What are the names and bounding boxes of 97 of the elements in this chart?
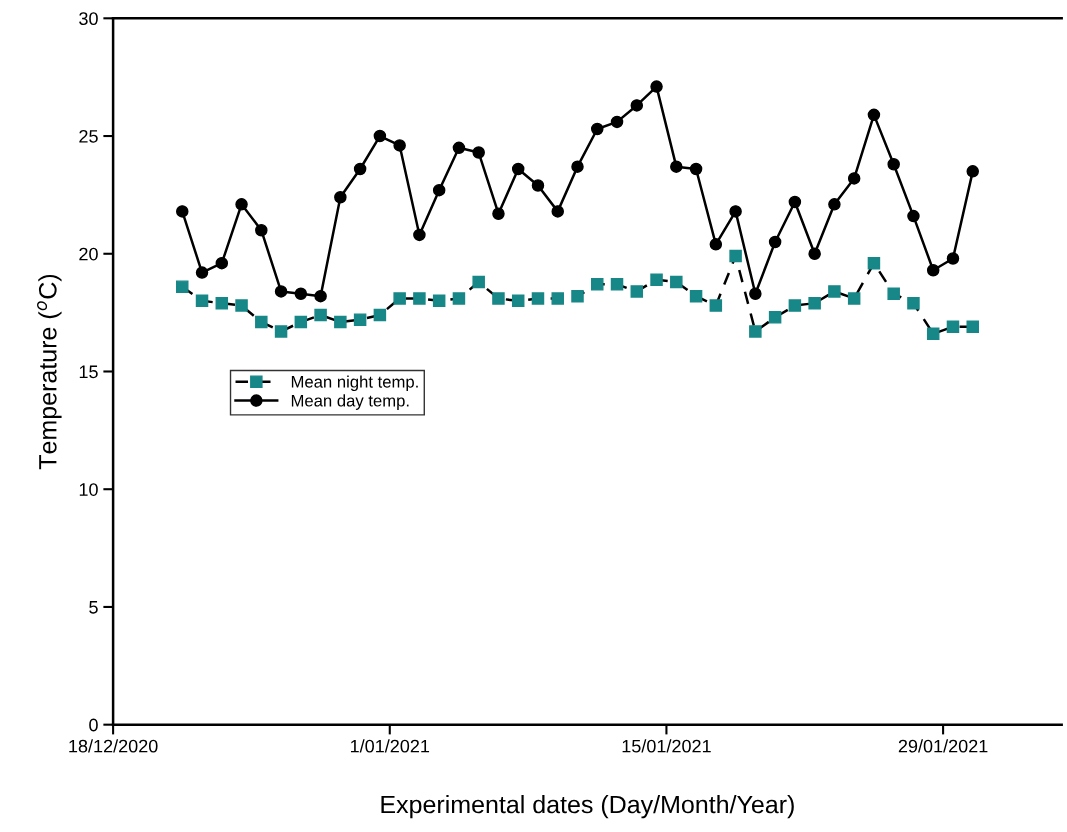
point xyxy=(551,205,564,218)
point xyxy=(531,179,545,192)
point xyxy=(729,205,742,218)
point xyxy=(966,320,979,334)
point xyxy=(749,325,762,338)
point xyxy=(650,273,663,286)
point xyxy=(768,235,782,249)
point xyxy=(788,299,802,312)
point xyxy=(610,115,624,129)
point xyxy=(353,313,367,326)
point xyxy=(808,247,821,261)
point xyxy=(788,195,802,209)
point xyxy=(689,289,703,303)
point xyxy=(867,256,881,270)
x-tick-label: 1/01/2021 xyxy=(350,739,430,753)
point xyxy=(867,108,881,122)
point xyxy=(472,146,485,159)
point xyxy=(215,256,229,270)
point xyxy=(828,198,841,211)
y-tick-label: 20 xyxy=(79,247,98,261)
point xyxy=(768,311,782,324)
legend-label: Mean day temp. xyxy=(291,394,409,410)
point xyxy=(511,294,525,308)
point xyxy=(413,228,426,242)
point xyxy=(571,289,584,303)
y-tick-label: 10 xyxy=(79,483,98,496)
point xyxy=(195,294,209,308)
point xyxy=(452,141,466,155)
y-tick-label: 30 xyxy=(79,12,98,26)
point xyxy=(966,165,979,178)
point xyxy=(847,292,861,305)
point xyxy=(353,162,367,176)
point xyxy=(591,278,604,291)
y-tick-label: 5 xyxy=(89,601,98,614)
point xyxy=(294,287,308,301)
point xyxy=(709,299,723,312)
point xyxy=(926,263,940,277)
point xyxy=(749,287,762,301)
point xyxy=(432,294,446,308)
point xyxy=(472,275,485,289)
point xyxy=(314,308,327,322)
point xyxy=(432,183,446,197)
point xyxy=(274,285,288,298)
point xyxy=(452,292,466,305)
point xyxy=(907,296,920,310)
point xyxy=(373,129,387,143)
point xyxy=(808,296,821,310)
point xyxy=(334,190,347,204)
x-tick-label: 18/12/2020 xyxy=(69,739,158,753)
point xyxy=(393,292,406,305)
point xyxy=(907,209,920,223)
x-tick-label: 15/01/2021 xyxy=(622,739,711,753)
point xyxy=(176,205,189,218)
point xyxy=(670,160,683,173)
point xyxy=(828,285,841,298)
point xyxy=(393,139,406,152)
point xyxy=(255,315,268,329)
point xyxy=(255,223,268,237)
point xyxy=(946,320,960,334)
point xyxy=(334,315,347,329)
point xyxy=(294,315,308,329)
point xyxy=(492,207,505,220)
point xyxy=(887,287,900,301)
point xyxy=(689,162,703,176)
y-tick-label: 25 xyxy=(79,129,98,143)
point xyxy=(591,122,604,136)
point xyxy=(492,292,505,305)
point xyxy=(373,308,387,322)
point xyxy=(847,172,861,185)
point xyxy=(670,275,683,289)
y-tick-label: 15 xyxy=(79,365,98,379)
point xyxy=(630,99,644,112)
point xyxy=(946,252,960,265)
point xyxy=(531,292,545,305)
y-axis-title: Temperature ($^{o}$C) xyxy=(37,274,62,470)
legend-label: Mean night temp. xyxy=(291,375,418,392)
point xyxy=(709,238,723,251)
point xyxy=(551,292,564,305)
point xyxy=(887,158,900,171)
point xyxy=(195,266,209,279)
point xyxy=(235,299,248,312)
point xyxy=(650,80,663,93)
point xyxy=(610,278,624,291)
point xyxy=(235,198,248,211)
point xyxy=(511,162,525,176)
point xyxy=(571,160,584,173)
point xyxy=(413,292,426,305)
point xyxy=(314,289,327,303)
y-tick-label: 0 xyxy=(89,718,98,732)
point xyxy=(630,285,644,298)
point xyxy=(729,249,742,263)
point xyxy=(274,325,288,338)
point xyxy=(215,296,229,310)
x-axis-title: Experimental dates (Day/Month/Year) xyxy=(381,794,794,819)
point xyxy=(176,280,189,293)
x-tick-label: 29/01/2021 xyxy=(898,739,988,753)
point xyxy=(926,327,940,341)
